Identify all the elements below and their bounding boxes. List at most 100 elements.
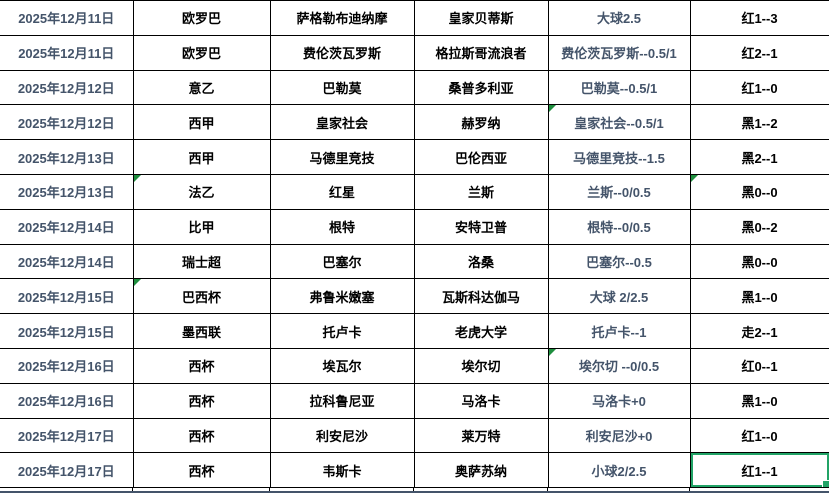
away-team-text: 兰斯 (467, 185, 494, 201)
away-team-text: 洛桑 (467, 254, 494, 270)
date-text: 2025年12月17日 (17, 463, 115, 479)
cell-handicap[interactable]: 小球2/2.5 (547, 452, 691, 489)
cell-away-team[interactable]: 奥萨苏纳 (413, 452, 549, 489)
cell-handicap[interactable]: 马洛卡+0 (547, 382, 691, 419)
cell-date[interactable]: 2025年12月12日 (0, 104, 134, 141)
cell-home-team[interactable]: 弗鲁米嫩塞 (269, 278, 415, 315)
cell-home-team[interactable]: 根特 (269, 208, 415, 245)
cell-away-team[interactable]: 格拉斯哥流浪者 (413, 34, 549, 71)
date-text: 2025年12月17日 (17, 428, 115, 444)
fill-handle[interactable] (821, 480, 828, 487)
cell-result[interactable]: 红1--3 (689, 0, 829, 36)
cell-league[interactable]: 巴西杯 (132, 278, 271, 315)
cell-date[interactable]: 2025年12月15日 (0, 278, 134, 315)
cell-home-team[interactable]: 利安尼沙 (269, 417, 415, 454)
cell-league[interactable]: 瑞士超 (132, 243, 271, 280)
cell-home-team[interactable]: 马德里竞技 (269, 139, 415, 175)
cell-home-team[interactable]: 红星 (269, 173, 415, 210)
cell-away-team[interactable]: 兰斯 (413, 173, 549, 210)
cell-date[interactable]: 2025年12月16日 (0, 347, 134, 384)
cell-handicap[interactable]: 费伦茨瓦罗斯--0.5/1 (547, 34, 691, 71)
cell-league[interactable]: 墨西联 (132, 313, 271, 349)
cell-result[interactable]: 黑1--0 (689, 278, 829, 315)
result-text: 黑1--0 (741, 394, 778, 410)
cell-date[interactable]: 2025年12月11日 (0, 0, 134, 36)
cell-handicap[interactable]: 大球2.5 (547, 0, 691, 36)
cell-league[interactable]: 西甲 (132, 139, 271, 175)
cell-away-team[interactable]: 巴伦西亚 (413, 139, 549, 175)
cell-away-team[interactable]: 安特卫普 (413, 208, 549, 245)
cell-away-team[interactable]: 桑普多利亚 (413, 69, 549, 106)
cell-result[interactable]: 黑1--0 (689, 382, 829, 419)
cell-league[interactable]: 法乙 (132, 173, 271, 210)
cell-result[interactable]: 红1--0 (689, 69, 829, 106)
handicap-text: 费伦茨瓦罗斯--0.5/1 (561, 46, 677, 62)
cell-home-team[interactable]: 费伦茨瓦罗斯 (269, 34, 415, 71)
cell-handicap[interactable]: 埃尔切 --0/0.5 (547, 347, 691, 384)
cell-date[interactable]: 2025年12月14日 (0, 208, 134, 245)
cell-result[interactable]: 黑0--0 (689, 243, 829, 280)
cell-result[interactable]: 黑0--0 (689, 173, 829, 210)
cell-league[interactable]: 欧罗巴 (132, 0, 271, 36)
cell-league[interactable]: 比甲 (132, 208, 271, 245)
cell-date[interactable]: 2025年12月14日 (0, 243, 134, 280)
cell-date[interactable]: 2025年12月12日 (0, 69, 134, 106)
cell-away-team[interactable]: 洛桑 (413, 243, 549, 280)
cell-handicap[interactable]: 巴塞尔--0.5 (547, 243, 691, 280)
cell-date[interactable]: 2025年12月17日 (0, 452, 134, 489)
cell-away-team[interactable]: 莱万特 (413, 417, 549, 454)
cell-league[interactable]: 意乙 (132, 69, 271, 106)
cell-handicap[interactable]: 托卢卡--1 (547, 313, 691, 349)
cell-date[interactable]: 2025年12月17日 (0, 417, 134, 454)
cell-home-team[interactable]: 巴勒莫 (269, 69, 415, 106)
cell-date[interactable]: 2025年12月13日 (0, 139, 134, 175)
cell-league[interactable]: 西杯 (132, 452, 271, 489)
cell-result[interactable]: 红1--1 (689, 452, 829, 489)
cell-home-team[interactable]: 托卢卡 (269, 313, 415, 349)
cell-result[interactable]: 黑0--2 (689, 208, 829, 245)
cell-handicap[interactable]: 兰斯--0/0.5 (547, 173, 691, 210)
cell-handicap[interactable]: 利安尼沙+0 (547, 417, 691, 454)
table-row: 2025年12月17日 西杯 韦斯卡 奥萨苏纳 小球2/2.5 红1--1 (0, 452, 829, 489)
cell-league[interactable]: 西杯 (132, 417, 271, 454)
cell-date[interactable]: 2025年12月16日 (0, 382, 134, 419)
cell-result[interactable]: 走2--1 (689, 313, 829, 349)
cell-league[interactable]: 欧罗巴 (132, 34, 271, 71)
cell-handicap[interactable]: 大球 2/2.5 (547, 278, 691, 315)
cell-home-team[interactable]: 拉科鲁尼亚 (269, 382, 415, 419)
cell-home-team[interactable]: 埃瓦尔 (269, 347, 415, 384)
cell-home-team[interactable]: 巴塞尔 (269, 243, 415, 280)
cell-away-team[interactable]: 马洛卡 (413, 382, 549, 419)
partial-next-row (0, 488, 829, 492)
cell-result[interactable]: 红0--1 (689, 347, 829, 384)
cell-away-team[interactable]: 赫罗纳 (413, 104, 549, 141)
cell-home-team[interactable]: 萨格勒布迪纳摩 (269, 0, 415, 36)
cell-away-team[interactable]: 埃尔切 (413, 347, 549, 384)
cell-date[interactable]: 2025年12月11日 (0, 34, 134, 71)
cell-league[interactable]: 西甲 (132, 104, 271, 141)
result-text: 红2--1 (741, 46, 778, 62)
cell-away-team[interactable]: 老虎大学 (413, 313, 549, 349)
cell-result[interactable]: 黑2--1 (689, 139, 829, 175)
cell-date[interactable]: 2025年12月15日 (0, 313, 134, 349)
cell-home-team[interactable]: 韦斯卡 (269, 452, 415, 489)
home-team-text: 皇家社会 (315, 115, 368, 131)
cell-away-team[interactable]: 瓦斯科达伽马 (413, 278, 549, 315)
handicap-text: 马洛卡+0 (592, 394, 646, 410)
cell-home-team[interactable]: 皇家社会 (269, 104, 415, 141)
result-text: 红0--1 (741, 359, 778, 375)
handicap-text: 马德里竞技--1.5 (573, 150, 665, 166)
cell-handicap[interactable]: 根特--0/0.5 (547, 208, 691, 245)
cell-result[interactable]: 黑1--2 (689, 104, 829, 141)
cell-handicap[interactable]: 马德里竞技--1.5 (547, 139, 691, 175)
result-text: 黑1--0 (741, 289, 778, 305)
cell-handicap[interactable]: 巴勒莫--0.5/1 (547, 69, 691, 106)
cell-date[interactable]: 2025年12月13日 (0, 173, 134, 210)
cell-handicap[interactable]: 皇家社会--0.5/1 (547, 104, 691, 141)
cell-away-team[interactable]: 皇家贝蒂斯 (413, 0, 549, 36)
cell-league[interactable]: 西杯 (132, 347, 271, 384)
cell-result[interactable]: 红1--0 (689, 417, 829, 454)
cell-result[interactable]: 红2--1 (689, 34, 829, 71)
cell-league[interactable]: 西杯 (132, 382, 271, 419)
